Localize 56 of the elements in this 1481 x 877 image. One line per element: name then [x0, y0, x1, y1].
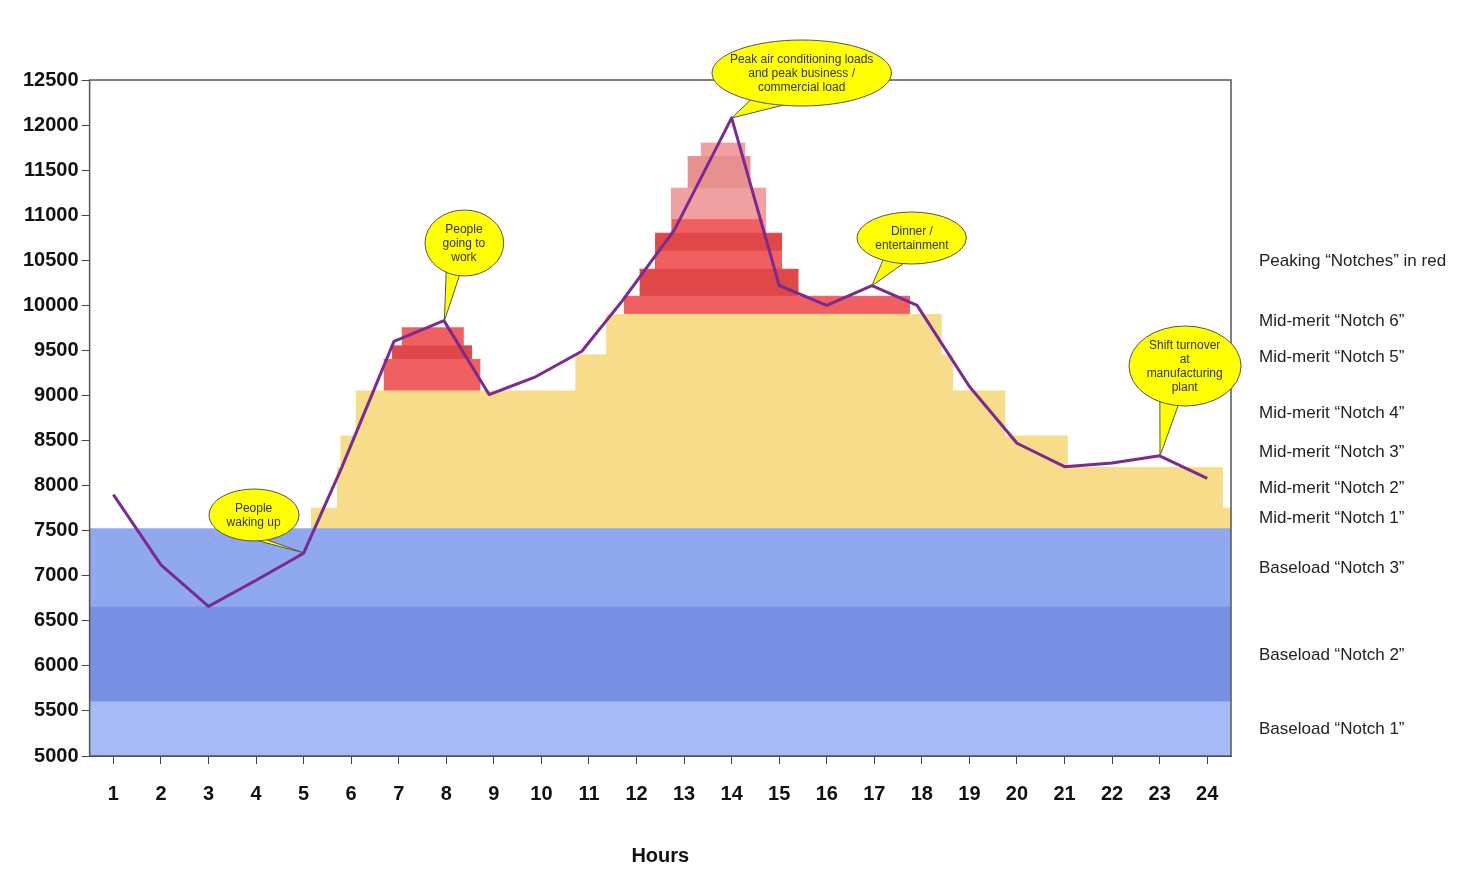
x-tick-label: 13 [672, 781, 696, 804]
text: Peaking “Notches” in red [1259, 251, 1447, 272]
y-tick-label: 5000 [34, 743, 79, 766]
annotation: Shift turnover at manufacturing plant [1145, 337, 1224, 394]
x-tick-label: 20 [1005, 781, 1029, 804]
x-tick-label: 10 [530, 781, 553, 804]
x-tick-label: 15 [768, 781, 791, 804]
text: Mid-merit “Notch 3” [1259, 441, 1405, 462]
y-tick-label: 7500 [34, 518, 79, 541]
x-tick-label: 23 [1148, 781, 1171, 804]
x-tick-label: 16 [815, 781, 838, 804]
y-tick-label: 5500 [34, 698, 79, 721]
annotation: Peak air conditioning loads and peak business / commercial load [728, 51, 875, 94]
series-label: Baseload “Notch 1” [1259, 718, 1405, 739]
annotation: People going to work [441, 221, 487, 264]
y-tick-label: 10500 [22, 247, 79, 270]
x-tick-label: 9 [488, 781, 500, 804]
text: Mid-merit “Notch 2” [1259, 477, 1405, 498]
x-tick-label: 19 [958, 781, 981, 804]
y-tick-label: 9500 [34, 337, 79, 360]
y-tick-label: 11000 [24, 202, 79, 225]
y-tick-label: 6000 [34, 653, 79, 676]
x-tick-label: 21 [1053, 781, 1076, 804]
y-tick-label: 11500 [24, 157, 79, 180]
x-tick-label: 24 [1196, 781, 1220, 804]
x-tick-label: 3 [202, 781, 215, 804]
annotation: Dinner / entertainment [874, 223, 950, 252]
x-tick-label: 2 [155, 781, 167, 804]
y-tick-label: 9000 [34, 382, 79, 405]
y-tick-label: 12500 [22, 67, 79, 90]
series-label: Baseload “Notch 3” [1259, 558, 1405, 579]
x-tick-label: 11 [578, 781, 600, 804]
x-tick-label: 17 [863, 781, 886, 804]
y-tick-label: 8500 [34, 428, 79, 451]
x-tick-label: 8 [440, 781, 452, 804]
x-tick-label: 6 [345, 781, 357, 804]
y-tick-label: 10000 [22, 292, 79, 315]
y-tick-label: 8000 [34, 473, 79, 496]
y-tick-label: 12000 [22, 112, 79, 135]
x-tick-label: 1 [107, 781, 119, 804]
x-tick-label: 14 [720, 781, 744, 804]
y-tick-label: 6500 [34, 608, 79, 631]
x-tick-label: 12 [625, 781, 648, 804]
x-axis-title: Hours [631, 843, 690, 866]
series-label: Mid-merit “Notch 1” [1259, 508, 1405, 529]
x-tick-label: 22 [1100, 781, 1124, 804]
x-tick-label: 5 [298, 781, 310, 804]
text: Mid-merit “Notch 5” [1259, 347, 1405, 368]
x-tick-label: 7 [393, 781, 405, 804]
text: Mid-merit “Notch 6” [1259, 311, 1405, 332]
x-tick-label: 4 [250, 781, 263, 804]
y-tick-label: 7000 [34, 563, 79, 586]
x-tick-label: 18 [910, 781, 933, 804]
annotation: People waking up [225, 501, 282, 530]
series-label: Baseload “Notch 2” [1259, 644, 1405, 665]
text: Mid-merit “Notch 4” [1259, 403, 1405, 424]
